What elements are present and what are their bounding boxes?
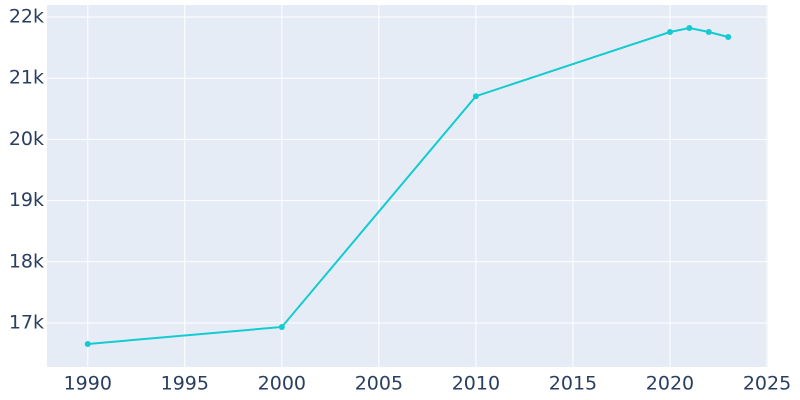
- y-tick-label: 20k: [9, 128, 44, 150]
- data-point: [666, 28, 673, 35]
- x-tick-label: 1995: [161, 373, 209, 395]
- data-point: [705, 28, 712, 35]
- x-tick-label: 1990: [64, 373, 112, 395]
- x-tick-label: 2000: [258, 373, 306, 395]
- y-tick-label: 19k: [9, 189, 44, 211]
- x-tick-label: 2010: [452, 373, 500, 395]
- y-tick-label: 18k: [9, 250, 44, 272]
- y-tick-label: 22k: [9, 5, 44, 27]
- x-tick-label: 2025: [743, 373, 791, 395]
- y-tick-label: 17k: [9, 311, 44, 333]
- data-point: [278, 323, 285, 330]
- x-tick-label: 2020: [646, 373, 694, 395]
- y-tick-label: 21k: [9, 67, 44, 89]
- plot-area: [47, 5, 768, 367]
- x-tick-label: 2015: [549, 373, 597, 395]
- data-point: [84, 340, 91, 347]
- data-point: [686, 25, 693, 32]
- data-point: [472, 93, 479, 100]
- data-point: [725, 34, 732, 41]
- x-tick-label: 2005: [355, 373, 403, 395]
